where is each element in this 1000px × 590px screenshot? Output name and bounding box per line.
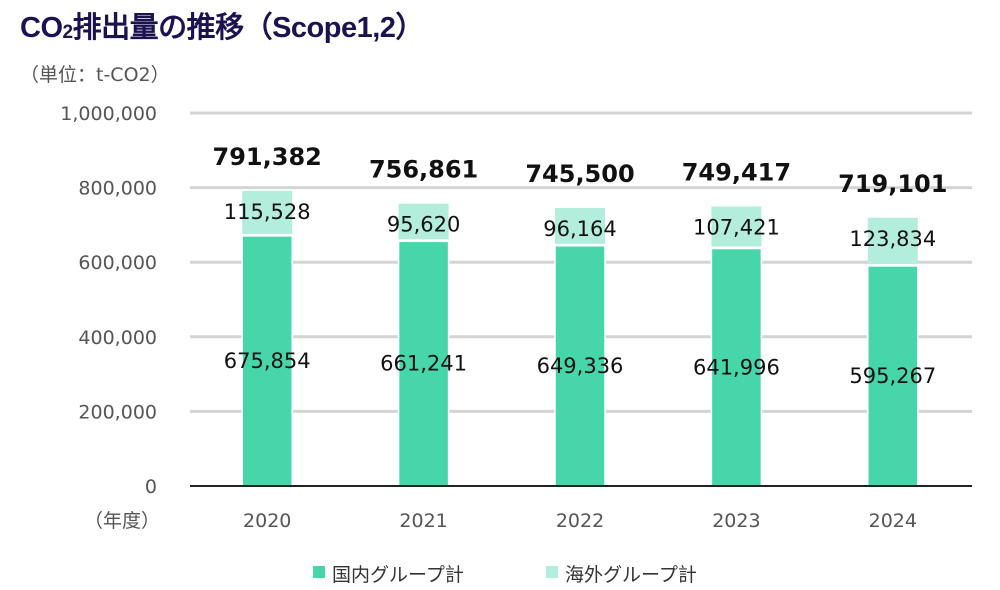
total-label: 756,861 <box>369 156 478 184</box>
y-tick-label: 1,000,000 <box>60 103 157 125</box>
bar-segment <box>710 247 763 487</box>
y-tick-label: 200,000 <box>78 401 157 423</box>
x-tick-label: 2020 <box>243 510 291 532</box>
y-tick-label: 600,000 <box>78 252 157 274</box>
data-label: 641,996 <box>693 355 780 379</box>
bar-segment <box>242 190 293 234</box>
legend-swatch <box>313 566 325 578</box>
data-label: 675,854 <box>224 349 311 373</box>
x-axis-label: （年度） <box>84 510 160 532</box>
x-tick-label: 2022 <box>556 510 604 532</box>
bar-segment <box>867 217 918 264</box>
x-tick-label: 2023 <box>712 510 760 532</box>
chart-title: CO2排出量の推移（Scope1,2） <box>20 4 424 46</box>
y-tick-label: 800,000 <box>78 178 157 200</box>
bar-segment <box>398 203 449 240</box>
data-label: 107,421 <box>693 215 780 239</box>
bar-segment <box>241 235 293 487</box>
data-label: 123,834 <box>849 227 936 251</box>
data-label: 661,241 <box>380 352 467 376</box>
data-label: 95,620 <box>387 213 460 237</box>
bar-segment <box>554 245 606 487</box>
legend-label: 国内グループ計 <box>332 564 464 586</box>
total-label: 719,101 <box>838 170 947 198</box>
x-tick-label: 2021 <box>399 510 447 532</box>
bar-segment <box>867 265 919 487</box>
data-label: 595,267 <box>849 364 936 388</box>
data-label: 115,528 <box>224 200 311 224</box>
y-tick-label: 400,000 <box>78 327 157 349</box>
x-tick-label: 2024 <box>869 510 917 532</box>
data-label: 96,164 <box>543 217 616 241</box>
total-label: 745,500 <box>525 160 634 188</box>
legend-label: 海外グループ計 <box>565 564 697 586</box>
bar-segment <box>711 206 762 247</box>
y-axis-unit-label: （単位：t-CO2） <box>20 64 170 86</box>
total-label: 749,417 <box>682 158 791 186</box>
legend-swatch <box>546 566 558 578</box>
y-tick-label: 0 <box>145 476 157 498</box>
data-label: 649,336 <box>537 354 624 378</box>
title-text: CO2排出量の推移（Scope1,2） <box>20 12 424 44</box>
total-label: 791,382 <box>213 143 322 171</box>
bar-segment <box>555 207 605 244</box>
